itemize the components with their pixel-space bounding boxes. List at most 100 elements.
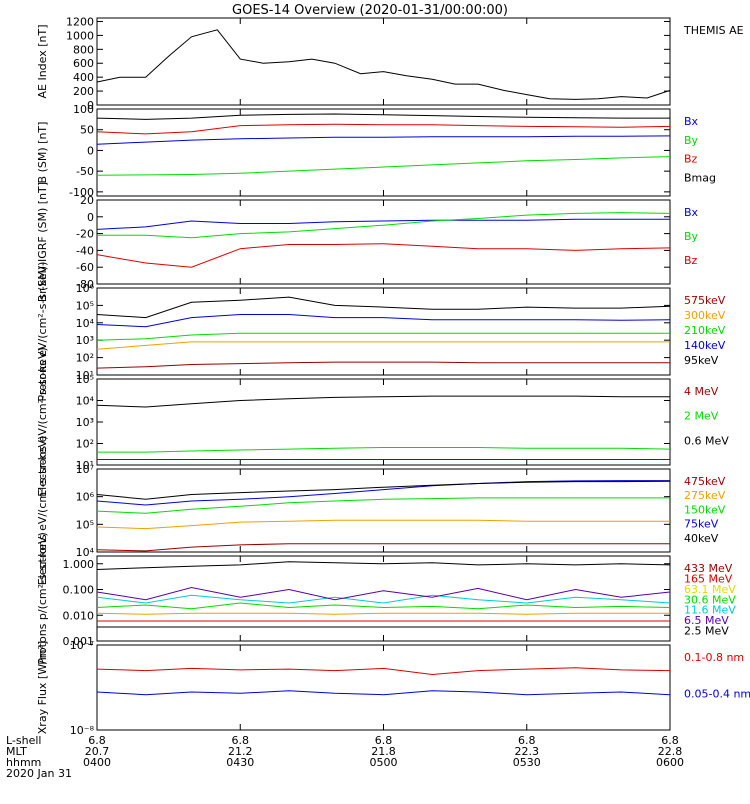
x-tick-mlt: 21.8 — [371, 745, 396, 758]
series-line — [96, 243, 671, 268]
x-axis-row-label: 2020 Jan 31 — [6, 767, 72, 780]
y-tick-label: 10⁷ — [76, 463, 94, 476]
series-line — [97, 447, 671, 453]
series-label: By — [684, 230, 699, 243]
series-label: 0.1-0.8 nm — [684, 651, 744, 664]
panel-frame — [96, 644, 671, 731]
y-tick-label: 10⁴ — [76, 395, 95, 408]
panel-3: -80 -60 -40 -20 0 20 B (SM)-IGRF (SM) [nT] Bx By… — [36, 182, 699, 302]
y-tick-label: -80 — [76, 278, 94, 291]
series-line — [96, 497, 670, 514]
y-tick-label: -60 — [76, 261, 94, 274]
panel-frame — [96, 199, 671, 285]
series-label: 575keV — [684, 294, 726, 307]
chart-title: GOES-14 Overview (2020-01-31/00:00:00) — [232, 3, 508, 18]
y-tick-label: 10² — [76, 438, 94, 451]
series-label: THEMIS AE — [683, 24, 744, 37]
series-label: 2 MeV — [684, 410, 719, 423]
series-label: 433 MeV — [684, 562, 733, 575]
series-line — [96, 395, 670, 408]
series-line — [96, 332, 670, 341]
series-label: Bz — [684, 153, 698, 166]
y-tick-label: 0.001 — [63, 635, 95, 648]
x-tick-hhmm: 0430 — [226, 756, 254, 769]
x-tick-lshell: 6.8 — [88, 734, 106, 747]
x-tick-lshell: 6.8 — [375, 734, 393, 747]
y-tick-label: 1000 — [66, 29, 94, 42]
y-tick-label: 200 — [73, 85, 94, 98]
y-axis-label: AE Index [nT] — [36, 24, 49, 98]
panel-4: 10¹ 10² 10³ 10⁴ 10⁵ 10⁶ Protons eV/(cm²-s-sr-k… — [36, 262, 726, 402]
panel-frame — [96, 378, 671, 466]
series-label: 275keV — [684, 489, 726, 502]
panel-8: 10⁻⁸ 10⁻⁷ Xray Flux [W/m²] 0.1-0.8 nm 0.05-0… — [36, 639, 750, 737]
series-line — [96, 480, 670, 506]
y-axis-label: Xray Flux [W/m²] — [36, 641, 49, 734]
panel-7: 0.001 0.010 0.100 1.000 Protons p/(cm²-s-sr-… — [36, 532, 736, 665]
y-axis-label: B (SM) [nT] — [36, 122, 49, 184]
y-tick-label: 10² — [76, 352, 94, 365]
y-tick-label: 10⁵ — [76, 373, 94, 386]
series-label: 2.5 MeV — [684, 625, 729, 638]
series-label: 300keV — [684, 309, 726, 322]
panel-5: 10¹ 10² 10³ 10⁴ 10⁵ Electrons eV/(cm²-s-sr-ke… — [36, 347, 729, 497]
x-axis-row-label: hhmm — [6, 756, 41, 769]
y-tick-label: -20 — [76, 228, 94, 241]
series-label: 11.6 MeV — [684, 604, 736, 617]
y-tick-label: 10⁵ — [76, 299, 94, 312]
x-tick-lshell: 6.8 — [518, 734, 536, 747]
series-line — [96, 218, 670, 230]
series-label: 475keV — [684, 475, 726, 488]
y-tick-label: 10¹ — [76, 459, 94, 472]
x-tick-mlt: 20.7 — [85, 745, 110, 758]
series-label: Bx — [684, 206, 699, 219]
y-tick-label: 1200 — [66, 15, 94, 28]
x-tick-mlt: 22.8 — [658, 745, 683, 758]
x-tick-mlt: 22.3 — [515, 745, 540, 758]
y-tick-label: 400 — [73, 71, 94, 84]
series-line — [96, 602, 671, 610]
x-tick-hhmm: 0400 — [83, 756, 111, 769]
series-label: 0.6 MeV — [684, 434, 729, 447]
series-label: 210keV — [684, 324, 726, 337]
y-tick-label: 0 — [87, 99, 94, 112]
x-axis-row-label: L-shell — [6, 734, 42, 747]
y-axis-label: B (SM)-IGRF (SM) [nT] — [36, 182, 49, 302]
series-line — [96, 612, 670, 615]
series-label: 6.5 MeV — [684, 614, 729, 627]
panel-frame — [96, 555, 671, 642]
series-label: 150keV — [684, 503, 726, 516]
y-tick-label: 10³ — [76, 334, 94, 347]
series-line — [96, 594, 671, 604]
series-label: Bz — [684, 254, 698, 267]
series-line — [96, 135, 671, 145]
series-line — [96, 561, 671, 570]
series-line — [96, 314, 671, 328]
y-tick-label: -40 — [76, 244, 94, 257]
y-tick-label: 10¹ — [76, 369, 94, 382]
y-tick-label: 0 — [87, 211, 94, 224]
series-line — [96, 156, 671, 176]
y-axis-label: Protons p/(cm²-s-sr-keV) — [36, 532, 49, 665]
series-label: Bx — [684, 115, 699, 128]
y-tick-label: 10⁵ — [76, 518, 94, 531]
x-tick-mlt: 21.2 — [228, 745, 253, 758]
series-line — [96, 586, 671, 601]
y-tick-label: 50 — [80, 124, 94, 137]
x-tick-hhmm: 0530 — [513, 756, 541, 769]
y-tick-label: 10⁶ — [76, 282, 95, 295]
series-line — [96, 29, 671, 100]
x-tick-lshell: 6.8 — [661, 734, 679, 747]
series-line — [97, 212, 671, 239]
series-label: 40keV — [684, 532, 719, 545]
series-line — [96, 113, 670, 120]
series-line — [96, 296, 671, 319]
y-tick-label: 10⁴ — [76, 317, 95, 330]
panel-frame — [96, 108, 671, 197]
series-line — [96, 123, 671, 135]
